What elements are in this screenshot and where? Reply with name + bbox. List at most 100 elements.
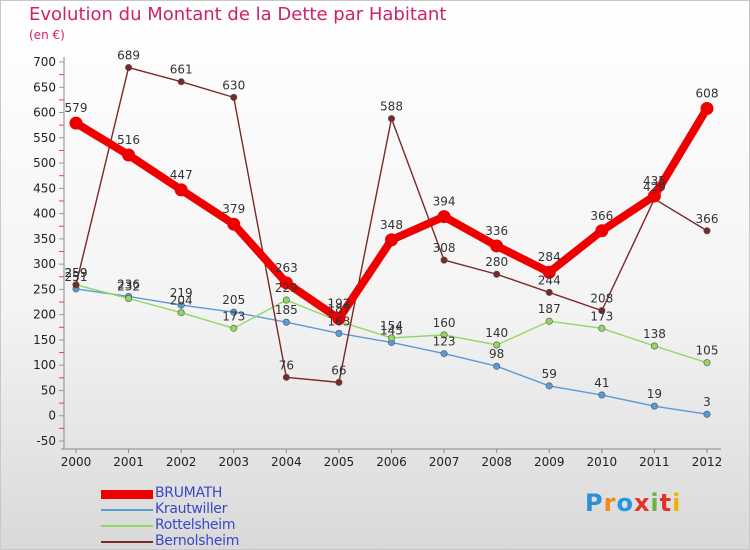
y-tick-label: 100 bbox=[33, 358, 56, 372]
data-label-bernolsheim: 259 bbox=[65, 266, 88, 280]
data-label-krautwiller: 251 bbox=[65, 270, 88, 284]
data-point-rottelsheim bbox=[387, 334, 395, 342]
x-tick-label: 2000 bbox=[61, 455, 92, 469]
data-label-brumath: 348 bbox=[380, 218, 403, 232]
data-point-krautwiller bbox=[493, 362, 501, 370]
y-axis-ticks: -50 0 50 100 150 200 250 300 350 400 450 500 550 600 6… bbox=[33, 55, 56, 448]
data-point-brumath bbox=[122, 148, 136, 162]
data-point-rottelsheim bbox=[650, 342, 658, 350]
legend-label-bernolsheim: Bernolsheim bbox=[155, 533, 240, 549]
data-label-rottelsheim: 105 bbox=[696, 344, 719, 358]
data-label-rottelsheim: 204 bbox=[170, 294, 193, 308]
logo-letter: r bbox=[603, 489, 617, 517]
data-point-rottelsheim bbox=[493, 341, 501, 349]
data-point-rottelsheim bbox=[230, 324, 238, 332]
chart-legend: BRUMATH Krautwiller Rottelsheim Bernolsh… bbox=[101, 485, 361, 549]
logo-letter: x bbox=[633, 489, 651, 517]
data-point-bernolsheim bbox=[335, 378, 343, 386]
data-label-rottelsheim: 259 bbox=[65, 266, 88, 280]
data-point-krautwiller bbox=[598, 391, 606, 399]
data-label-rottelsheim: 187 bbox=[538, 302, 561, 316]
data-point-brumath bbox=[227, 217, 241, 231]
data-label-krautwiller: 219 bbox=[170, 286, 193, 300]
data-point-rottelsheim bbox=[125, 294, 133, 302]
data-point-brumath bbox=[69, 116, 83, 130]
data-point-rottelsheim bbox=[598, 324, 606, 332]
data-point-krautwiller bbox=[177, 301, 185, 309]
data-label-bernolsheim: 280 bbox=[485, 255, 508, 269]
data-point-rottelsheim bbox=[545, 317, 553, 325]
data-label-krautwiller: 3 bbox=[703, 395, 711, 409]
data-point-brumath bbox=[385, 233, 398, 247]
data-label-krautwiller: 19 bbox=[647, 387, 662, 401]
data-point-brumath bbox=[700, 101, 714, 115]
data-point-brumath bbox=[647, 189, 661, 203]
data-point-bernolsheim bbox=[72, 281, 80, 289]
data-label-brumath: 516 bbox=[117, 133, 140, 147]
data-label-brumath: 447 bbox=[170, 168, 193, 182]
y-tick-label: 550 bbox=[33, 131, 56, 145]
legend-item-krautwiller: Krautwiller bbox=[101, 501, 361, 518]
data-label-rottelsheim: 187 bbox=[327, 302, 350, 316]
data-label-brumath: 394 bbox=[433, 195, 456, 209]
x-tick-label: 2002 bbox=[166, 455, 197, 469]
data-point-krautwiller bbox=[230, 308, 238, 316]
data-label-krautwiller: 123 bbox=[433, 335, 456, 349]
legend-label-rottelsheim: Rottelsheim bbox=[155, 517, 236, 533]
x-tick-label: 2007 bbox=[429, 455, 460, 469]
data-point-brumath bbox=[542, 265, 556, 279]
y-tick-label: 150 bbox=[33, 333, 56, 347]
legend-label-brumath: BRUMATH bbox=[155, 485, 223, 501]
data-point-rottelsheim bbox=[282, 296, 290, 304]
data-point-bernolsheim bbox=[598, 307, 606, 315]
data-label-bernolsheim: 366 bbox=[696, 212, 719, 226]
data-label-bernolsheim: 588 bbox=[380, 100, 403, 114]
legend-swatch-rottelsheim bbox=[101, 525, 153, 527]
data-label-bernolsheim: 244 bbox=[538, 273, 561, 287]
y-tick-label: 650 bbox=[33, 80, 56, 94]
x-tick-label: 2001 bbox=[113, 455, 144, 469]
logo-letter: t bbox=[659, 489, 673, 517]
data-label-brumath: 336 bbox=[485, 224, 508, 238]
data-label-krautwiller: 41 bbox=[594, 376, 609, 390]
data-label-krautwiller: 59 bbox=[542, 367, 557, 381]
data-point-bernolsheim bbox=[125, 64, 133, 72]
legend-swatch-bernolsheim bbox=[101, 541, 153, 543]
data-point-krautwiller bbox=[335, 329, 343, 337]
data-label-bernolsheim: 689 bbox=[117, 49, 140, 63]
data-label-rottelsheim: 154 bbox=[380, 319, 403, 333]
data-point-brumath bbox=[279, 276, 293, 290]
series-rottelsheim bbox=[72, 281, 711, 367]
data-point-bernolsheim bbox=[703, 227, 711, 235]
data-label-rottelsheim: 229 bbox=[275, 281, 298, 295]
data-label-rottelsheim: 173 bbox=[590, 309, 613, 323]
chart-subtitle: (en €) bbox=[29, 28, 65, 42]
y-tick-label: 700 bbox=[33, 55, 56, 69]
chart-title: Evolution du Montant de la Dette par Hab… bbox=[29, 4, 447, 25]
data-point-krautwiller bbox=[440, 350, 448, 358]
data-point-rottelsheim bbox=[177, 309, 185, 317]
data-label-krautwiller: 98 bbox=[489, 347, 504, 361]
x-tick-label: 2006 bbox=[376, 455, 407, 469]
data-label-rottelsheim: 173 bbox=[222, 309, 245, 323]
y-tick-label: 350 bbox=[33, 232, 56, 246]
y-tick-label: 600 bbox=[33, 106, 56, 120]
data-point-krautwiller bbox=[282, 318, 290, 326]
x-tick-label: 2009 bbox=[534, 455, 565, 469]
x-tick-label: 2012 bbox=[692, 455, 723, 469]
data-label-bernolsheim: 429 bbox=[643, 180, 666, 194]
x-tick-label: 2005 bbox=[324, 455, 355, 469]
legend-swatch-brumath bbox=[101, 490, 153, 499]
y-tick-label: 500 bbox=[33, 156, 56, 170]
data-point-krautwiller bbox=[545, 382, 553, 390]
y-tick-label: 300 bbox=[33, 257, 56, 271]
data-label-brumath: 379 bbox=[222, 202, 245, 216]
y-tick-label: 0 bbox=[48, 409, 56, 423]
x-tick-label: 2008 bbox=[481, 455, 512, 469]
data-label-bernolsheim: 308 bbox=[433, 241, 456, 255]
data-label-krautwiller: 236 bbox=[117, 277, 140, 291]
data-point-bernolsheim bbox=[230, 93, 238, 101]
series-layer bbox=[69, 64, 714, 418]
